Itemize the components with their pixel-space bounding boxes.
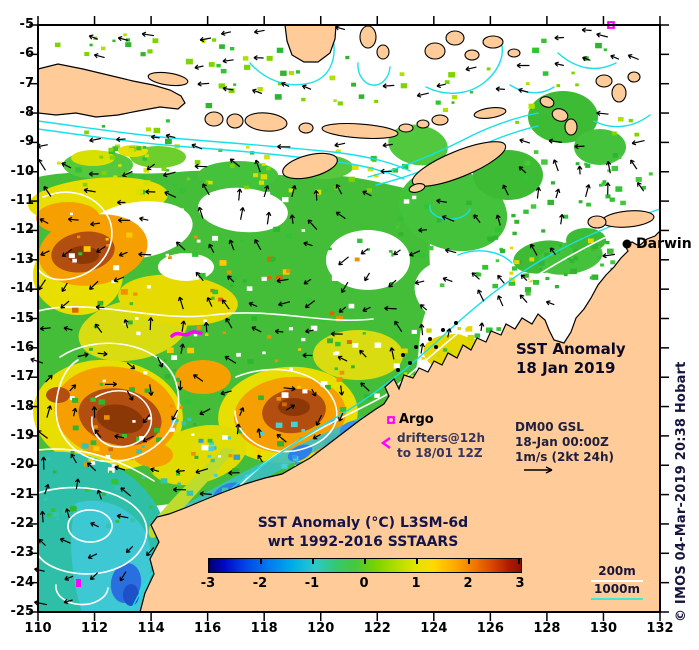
colorbar-tick bbox=[518, 559, 520, 564]
lon-tick-label: 126 bbox=[476, 621, 504, 636]
lat-tick-label: -24 bbox=[10, 574, 35, 590]
lat-tick-label: -13 bbox=[10, 251, 35, 267]
colorbar-tick-label: -3 bbox=[200, 576, 216, 591]
lat-tick-label: -22 bbox=[10, 515, 35, 531]
colorbar-tick bbox=[468, 559, 470, 564]
lon-tick-label: 114 bbox=[137, 621, 165, 636]
argo-label: Argo bbox=[399, 412, 434, 427]
lat-tick-label: -23 bbox=[10, 545, 35, 561]
lat-tick-label: -20 bbox=[10, 457, 35, 473]
city-label-darwin: Darwin bbox=[636, 236, 692, 252]
landmasses bbox=[37, 24, 661, 613]
colorbar-tick-label: 2 bbox=[463, 576, 473, 591]
colorbar-tick-label: 0 bbox=[359, 576, 369, 591]
colorbar-tick bbox=[208, 559, 210, 564]
lat-tick-label: -8 bbox=[19, 105, 34, 121]
axes-frame bbox=[29, 16, 669, 621]
darwin-dot bbox=[622, 239, 632, 249]
lat-tick-label: -12 bbox=[10, 222, 35, 238]
observation-markers bbox=[76, 21, 632, 587]
drifters-label-2: to 18/01 12Z bbox=[397, 446, 483, 460]
lat-tick-label: -19 bbox=[10, 427, 35, 443]
lon-tick-label: 128 bbox=[533, 621, 561, 636]
map-date: 18 Jan 2019 bbox=[516, 359, 616, 377]
land-sulawesi-peninsula bbox=[284, 24, 337, 63]
drifter-track bbox=[170, 330, 203, 338]
argo-float-marker bbox=[387, 416, 396, 425]
colorbar-tick bbox=[364, 559, 366, 564]
lat-tick-label: -15 bbox=[10, 310, 35, 326]
colorbar-tick-label: 3 bbox=[515, 576, 525, 591]
land-australia bbox=[139, 229, 661, 613]
lat-tick-label: -21 bbox=[10, 486, 35, 502]
velocity-scale-arrow bbox=[524, 466, 553, 474]
land-java bbox=[37, 63, 186, 118]
lat-tick-label: -10 bbox=[10, 163, 35, 179]
lat-tick-label: -11 bbox=[10, 193, 35, 209]
drifters-label-1: drifters@12h bbox=[397, 431, 486, 445]
colorbar-tick bbox=[312, 559, 314, 564]
lon-tick-label: 120 bbox=[307, 621, 335, 636]
lon-tick-label: 124 bbox=[420, 621, 448, 636]
contour-sample-200m bbox=[591, 580, 643, 582]
colorbar-subtitle: wrt 1992-2016 SSTAARS bbox=[267, 534, 459, 550]
lat-tick-label: -16 bbox=[10, 339, 35, 355]
copyright-text: © IMOS 04-Mar-2019 20:38 Hobart bbox=[674, 361, 689, 622]
drifter-marker bbox=[76, 579, 81, 587]
model-name: DM00 GSL bbox=[515, 420, 584, 434]
lon-tick-label: 122 bbox=[363, 621, 391, 636]
lon-tick-label: 110 bbox=[24, 621, 52, 636]
lon-tick-label: 132 bbox=[646, 621, 674, 636]
map-title: SST Anomaly bbox=[516, 340, 626, 358]
colorbar-gradient bbox=[208, 558, 522, 573]
drifter-arrow bbox=[380, 436, 391, 450]
lat-tick-label: -14 bbox=[10, 281, 35, 297]
colorbar-tick bbox=[260, 559, 262, 564]
lat-tick-label: -18 bbox=[10, 398, 35, 414]
colorbar-tick-label: 1 bbox=[411, 576, 421, 591]
contour-sample-1000m bbox=[591, 598, 643, 600]
lat-tick-label: -7 bbox=[19, 75, 34, 91]
lon-tick-label: 112 bbox=[80, 621, 109, 636]
lat-tick-label: -17 bbox=[10, 369, 35, 385]
current-vectors bbox=[30, 25, 645, 606]
depth-legend-1000m: 1000m bbox=[594, 582, 640, 596]
colorbar-tick bbox=[416, 559, 418, 564]
lat-tick-label: -9 bbox=[19, 134, 34, 150]
lat-tick-label: -6 bbox=[19, 46, 34, 62]
lat-tick-label: -25 bbox=[10, 604, 35, 619]
colorbar-tick-label: -1 bbox=[304, 576, 320, 591]
depth-legend-200m: 200m bbox=[598, 564, 636, 578]
lon-tick-label: 118 bbox=[250, 621, 278, 636]
lat-tick-label: -5 bbox=[19, 17, 34, 32]
colorbar-title: SST Anomaly (°C) L3SM-6d bbox=[257, 515, 469, 531]
lon-tick-label: 130 bbox=[589, 621, 618, 636]
velocity-scale-label: 1m/s (2kt 24h) bbox=[515, 450, 615, 464]
model-time: 18-Jan 00:00Z bbox=[515, 435, 609, 449]
colorbar-tick-label: -2 bbox=[252, 576, 268, 591]
lon-tick-label: 116 bbox=[194, 621, 222, 636]
